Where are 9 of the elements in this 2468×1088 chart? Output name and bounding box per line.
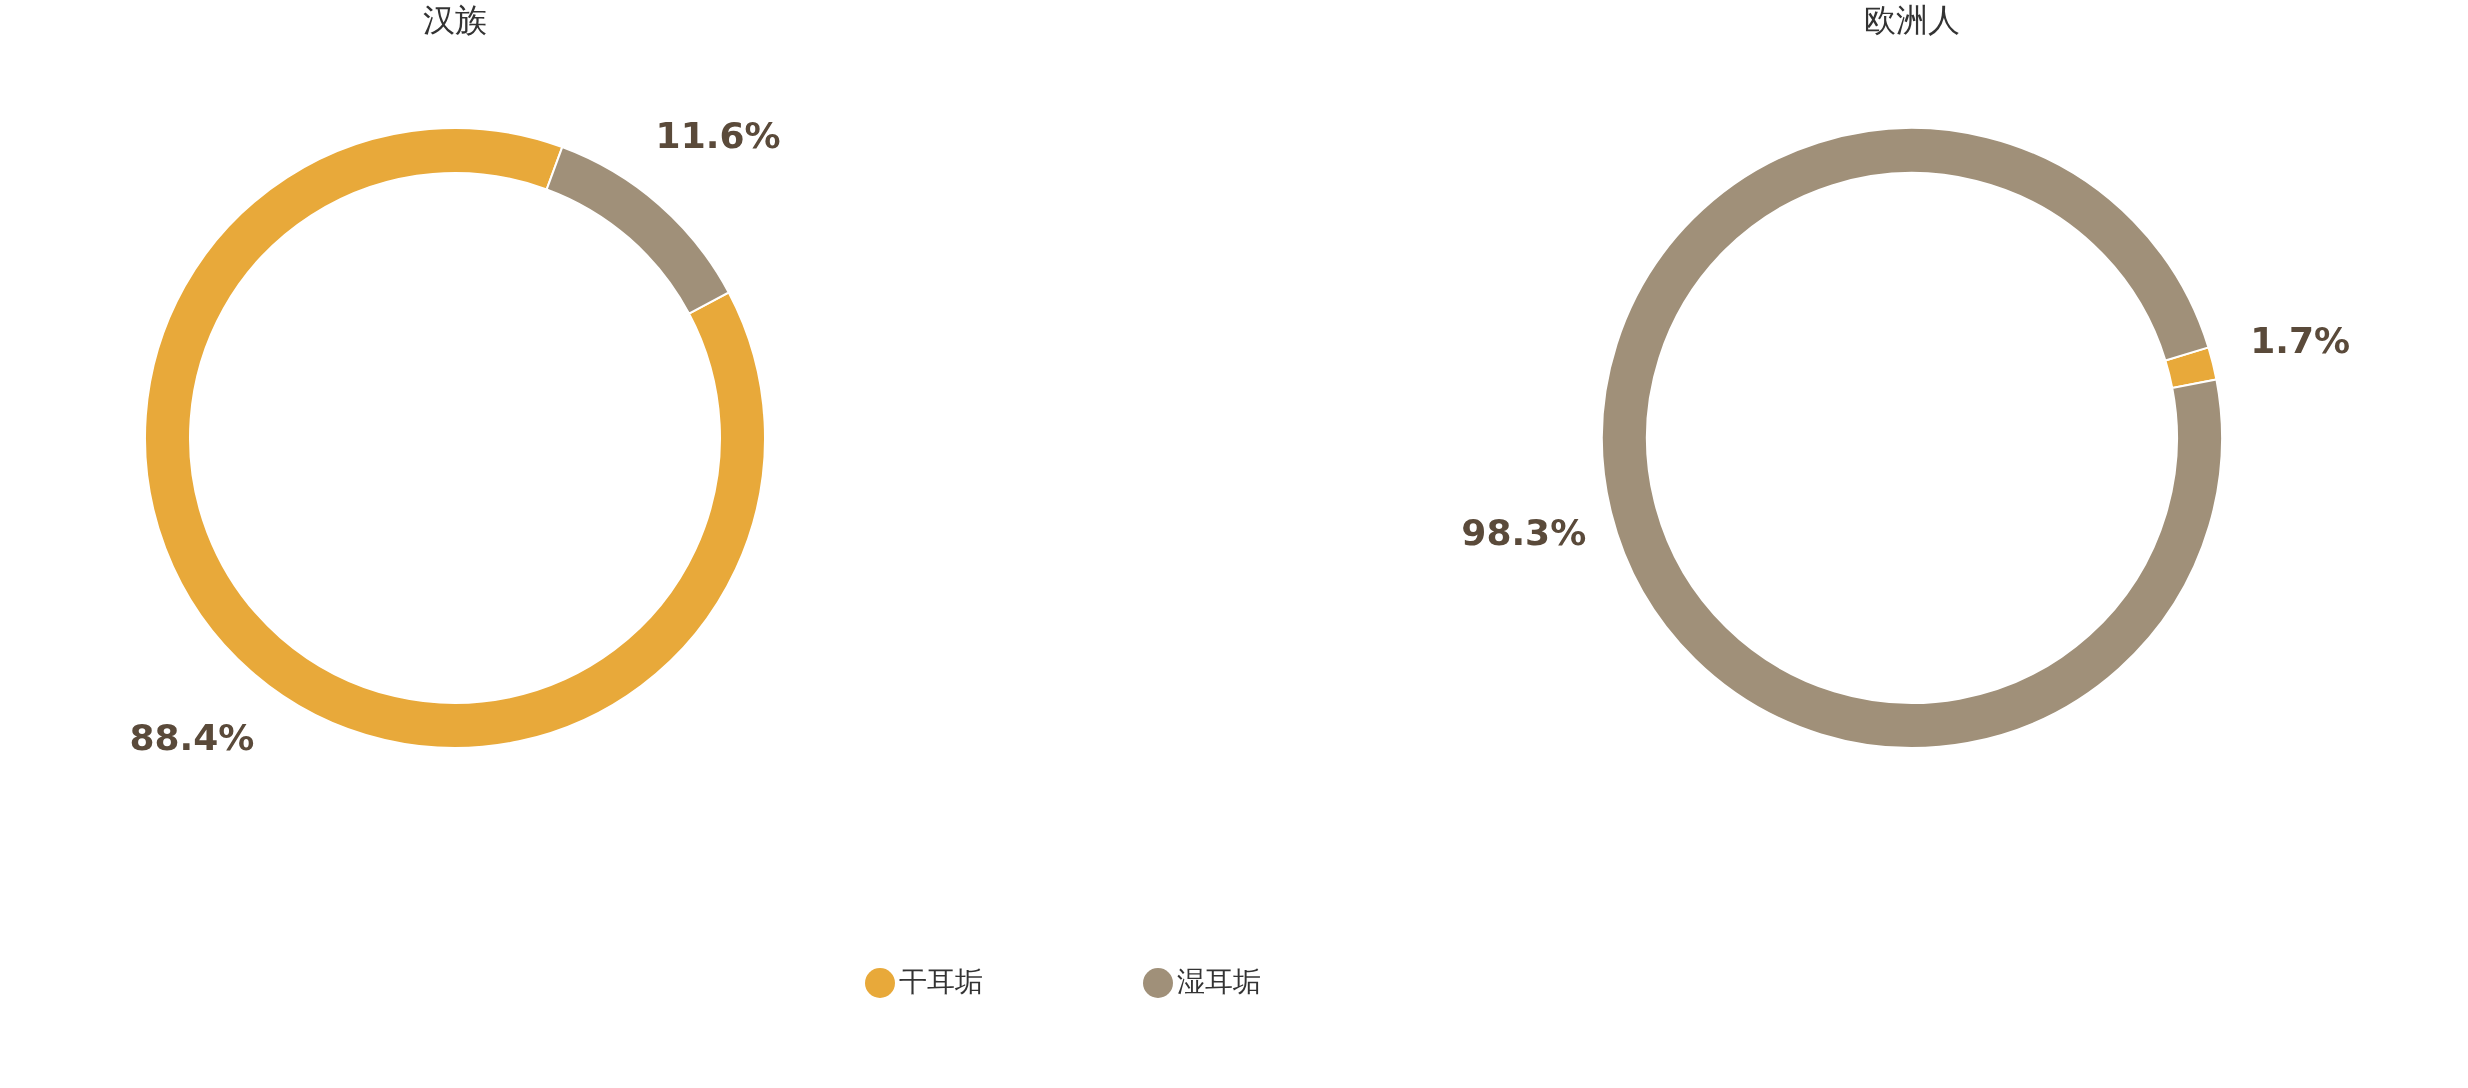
chart-title: 汉族 [423,1,487,39]
chart-title: 欧洲人 [1864,1,1960,39]
data-label: 11.6% [655,114,781,156]
data-label: 88.4% [129,717,255,759]
donut-slice [1601,127,2223,749]
data-label: 1.7% [2250,319,2351,361]
legend-label: 干耳垢 [899,965,983,998]
legend-label: 湿耳垢 [1177,965,1261,998]
data-label: 98.3% [1461,512,1587,554]
